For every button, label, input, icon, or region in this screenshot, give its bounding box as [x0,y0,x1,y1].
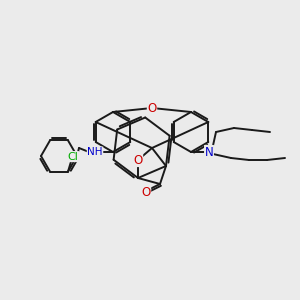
Text: N: N [205,146,213,158]
Text: O: O [147,101,157,115]
Text: O: O [134,154,142,166]
Text: NH: NH [87,147,103,157]
Text: O: O [141,187,151,200]
Text: Cl: Cl [68,152,78,162]
